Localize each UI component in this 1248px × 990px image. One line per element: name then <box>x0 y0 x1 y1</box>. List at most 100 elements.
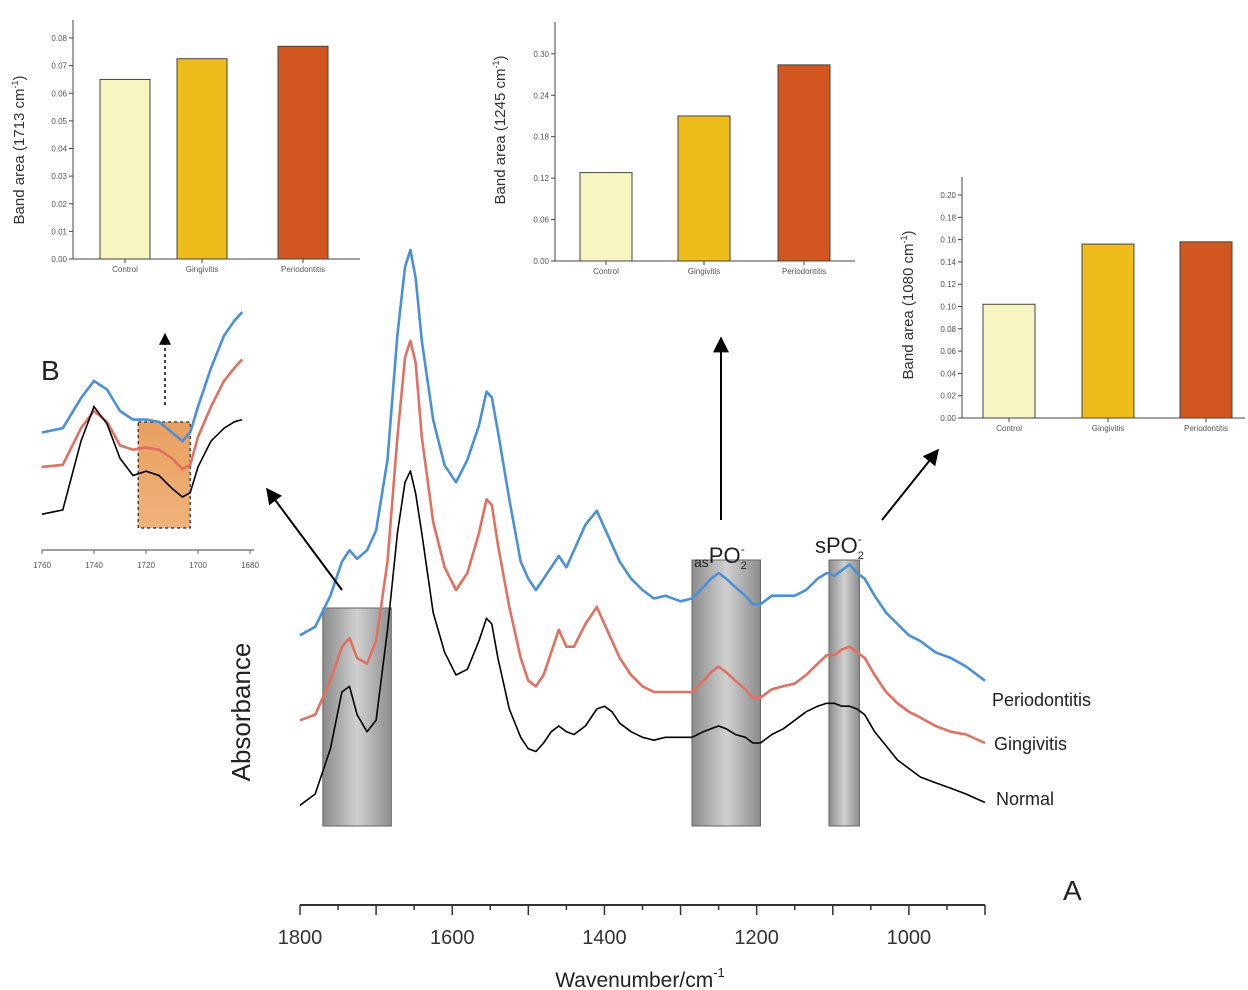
main-spectrum-panel: 1800 1600 1400 1200 1000 Absorbance Wavenumb… <box>226 248 1091 990</box>
inset-1080-y-tick-label: 0.16 <box>940 236 956 245</box>
inset-1713-bar-gingivitis <box>176 58 228 260</box>
series-line-periodontitis <box>299 248 986 682</box>
inset-b-x-tick-label: 1680 <box>241 561 259 570</box>
inset-1080-y-tick-label: 0.10 <box>940 303 956 312</box>
inset-1245-ylabel-sup: -1 <box>491 61 501 69</box>
band-label-spo2: sPO2 - <box>815 532 864 562</box>
inset-1080-bar-control <box>982 303 1036 419</box>
band-label-aspo2: asPO2 - <box>694 542 747 572</box>
inset-1080-ylabel-text: Band area (1080 cm <box>900 244 917 380</box>
inset-1080-bar-gingivitis <box>1081 243 1135 419</box>
inset-1713-x-tick-label: Control <box>112 265 138 274</box>
inset-1713-bar-control <box>99 78 151 260</box>
inset-1245-y-tick-label: 0.30 <box>533 50 549 59</box>
inset-zoom-b: B 1760 1740 1720 1700 1680 <box>33 311 259 570</box>
x-axis-label: Wavenumber/cm-1 <box>555 965 725 990</box>
inset-b-x-tick-label: 1760 <box>33 561 51 570</box>
inset-1245-ylabel-tail: ) <box>492 56 509 61</box>
x-tick-label: 1400 <box>582 927 627 949</box>
inset-1080-x-tick-label: Gingivitis <box>1092 424 1124 433</box>
inset-1713-ylabel: Band area (1713 cm-1) <box>10 76 28 225</box>
inset-1080-y-tick-label: 0.18 <box>940 213 956 222</box>
legend-normal: Normal <box>996 789 1054 809</box>
inset-1713-y-tick-label: 0.04 <box>51 145 67 154</box>
band-label-spo2-sup: - <box>858 532 862 546</box>
band-label-aspo2-prefix: as <box>694 554 709 570</box>
inset-b-x-tick-label: 1720 <box>137 561 155 570</box>
panel-label-b: B <box>41 355 60 386</box>
inset-1713-ylabel-tail: ) <box>11 76 28 81</box>
x-tick-label: 1800 <box>278 927 323 949</box>
inset-1245-ylabel: Band area (1245 cm-1) <box>491 56 509 205</box>
inset-1245-bar-gingivitis <box>677 115 731 262</box>
inset-b-line-1 <box>41 311 244 443</box>
x-tick-label: 1600 <box>430 927 475 949</box>
inset-1080-y-tick-label: 0.06 <box>940 347 956 356</box>
band-label-aspo2-text: PO <box>709 543 741 568</box>
inset-1245-y-tick-label: 0.00 <box>533 257 549 266</box>
inset-1245-y-tick-label: 0.12 <box>533 174 549 183</box>
inset-1713-y-tick-label: 0.02 <box>51 200 67 209</box>
inset-1080-y-tick-label: 0.20 <box>940 191 956 200</box>
legend-periodontitis: Periodontitis <box>992 690 1091 710</box>
arrow-to-inset-1080 <box>881 448 939 521</box>
inset-1713-x-tick-label: Gingivitis <box>186 265 218 274</box>
inset-1080-y-tick-label: 0.12 <box>940 280 956 289</box>
band-label-aspo2-sub: 2 <box>741 560 747 572</box>
inset-b-x-tick-label: 1700 <box>189 561 207 570</box>
inset-1080-y-tick-label: 0.00 <box>940 414 956 423</box>
inset-1713-y-tick-label: 0.06 <box>51 89 67 98</box>
y-axis-label: Absorbance <box>226 643 256 782</box>
inset-1080-y-tick-label: 0.04 <box>940 369 956 378</box>
inset-bar-chart-1245: Band area (1245 cm-1) 0.00 0.06 0.12 0.18 0.… <box>491 22 855 276</box>
inset-1080-y-tick-label: 0.14 <box>940 258 956 267</box>
inset-1245-y-tick-label: 0.06 <box>533 216 549 225</box>
inset-1080-x-tick-label: Periodontitis <box>1184 424 1228 433</box>
connector-arrows <box>266 336 939 591</box>
inset-1080-ylabel-tail: ) <box>900 231 917 236</box>
inset-1245-y-tick-label: 0.24 <box>533 91 549 100</box>
inset-1713-y-tick-label: 0.00 <box>51 255 67 264</box>
highlight-band-1 <box>322 607 392 827</box>
legend-gingivitis: Gingivitis <box>994 734 1067 754</box>
inset-1713-y-tick-label: 0.03 <box>51 172 67 181</box>
inset-1080-bar-periodontitis <box>1179 241 1233 419</box>
inset-b-line-3 <box>41 405 243 515</box>
inset-1245-ylabel-text: Band area (1245 cm <box>492 69 509 205</box>
x-axis-label-text: Wavenumber/cm <box>555 969 713 990</box>
x-tick-label: 1200 <box>734 927 779 949</box>
inset-1713-ylabel-sup: -1 <box>10 81 20 89</box>
x-tick-label: 1000 <box>887 927 932 949</box>
inset-b-highlight-band <box>137 421 191 529</box>
inset-1080-ylabel: Band area (1080 cm-1) <box>899 231 917 380</box>
spectrum-lines <box>299 248 986 806</box>
inset-1245-x-tick-label: Periodontitis <box>782 267 826 276</box>
inset-1713-y-tick-label: 0.08 <box>51 34 67 43</box>
series-line-gingivitis <box>299 339 986 745</box>
inset-1245-y-tick-label: 0.18 <box>533 133 549 142</box>
inset-1713-ylabel-text: Band area (1713 cm <box>11 89 28 225</box>
arrow-to-inset-b <box>266 487 343 591</box>
inset-1080-y-tick-label: 0.08 <box>940 325 956 334</box>
x-axis: 1800 1600 1400 1200 1000 <box>278 904 986 949</box>
inset-b-x-tick-label: 1740 <box>85 561 103 570</box>
inset-1245-bar-periodontitis <box>777 64 831 262</box>
inset-bar-chart-1080: Band area (1080 cm-1) 0.00 0.02 0.04 0.06 0.… <box>899 177 1245 433</box>
inset-1080-ylabel-sup: -1 <box>899 236 909 244</box>
inset-bar-chart-1713: Band area (1713 cm-1) 0.00 0.01 0.02 0.03 0.… <box>10 20 360 274</box>
inset-1245-bar-control <box>579 172 633 262</box>
inset-1245-x-tick-label: Gingivitis <box>688 267 720 276</box>
inset-1713-x-tick-label: Periodontitis <box>281 265 325 274</box>
highlight-band-3 <box>828 559 860 827</box>
x-axis-label-sup: -1 <box>713 965 725 980</box>
inset-1080-x-tick-label: Control <box>996 424 1022 433</box>
series-line-normal <box>299 470 986 806</box>
band-label-spo2-sub: 2 <box>858 550 864 562</box>
inset-1713-y-tick-label: 0.05 <box>51 117 67 126</box>
band-label-aspo2-sup: - <box>741 542 745 556</box>
inset-1713-bar-periodontitis <box>277 45 329 260</box>
inset-1080-y-tick-label: 0.02 <box>940 392 956 401</box>
inset-1713-y-tick-label: 0.07 <box>51 62 67 71</box>
highlight-bands <box>322 559 860 827</box>
